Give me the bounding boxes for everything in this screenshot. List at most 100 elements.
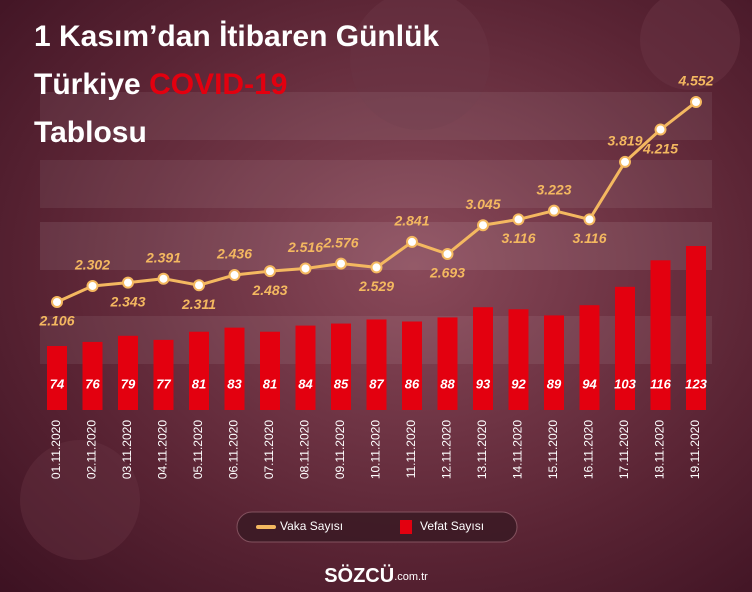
line-point <box>157 272 170 285</box>
bar <box>437 317 458 410</box>
brand-suffix: .com.tr <box>394 571 428 583</box>
line-point <box>512 213 525 226</box>
bar <box>118 335 138 410</box>
line-value-label: 2.343 <box>109 293 145 309</box>
line-point <box>122 276 134 289</box>
line-value-label: 2.302 <box>74 257 110 273</box>
bar <box>686 246 706 410</box>
bar-value-label: 86 <box>405 376 420 391</box>
chart-title: 1 Kasım’dan İtibaren Günlük <box>34 20 439 53</box>
x-tick-label: 01.11.2020 <box>49 420 63 479</box>
x-tick-label: 16.11.2020 <box>582 420 596 479</box>
line-value-label: 2.529 <box>358 278 394 294</box>
x-tick-label: 18.11.2020 <box>653 420 667 479</box>
line-point <box>228 269 241 282</box>
line-point <box>548 204 560 217</box>
legend-box <box>236 511 518 543</box>
title-part: Türkiye <box>34 68 141 101</box>
bar <box>473 307 493 410</box>
line-value-label: 2.841 <box>393 213 429 229</box>
line-point <box>654 123 667 136</box>
line-value-label: 2.436 <box>216 246 252 262</box>
virus-decoration <box>640 0 740 90</box>
line-point <box>335 257 347 270</box>
virus-decoration <box>20 440 140 560</box>
line-point <box>477 219 489 232</box>
x-tick-label: 17.11.2020 <box>617 420 631 479</box>
bar <box>544 315 564 410</box>
chart-title: Türkiye COVID-19 <box>34 68 287 101</box>
line-point <box>583 213 596 226</box>
line-point <box>51 296 63 308</box>
line-value-label: 4.215 <box>642 140 678 156</box>
line-value-label: 3.819 <box>607 133 642 149</box>
bar-value-label: 116 <box>650 376 671 391</box>
line-point <box>690 96 702 108</box>
line-point <box>406 235 418 248</box>
bar-value-label: 79 <box>121 376 136 391</box>
bar <box>402 321 422 410</box>
brand-name: SÖZCÜ <box>324 564 394 587</box>
bar <box>153 339 174 410</box>
x-tick-label: 10.11.2020 <box>369 420 383 479</box>
line-point <box>86 279 99 292</box>
title-highlight: COVID-19 <box>149 68 287 101</box>
bar-value-label: 77 <box>156 376 171 391</box>
band <box>40 92 712 140</box>
bar-value-label: 83 <box>227 376 242 391</box>
line-value-label: 3.223 <box>536 181 571 197</box>
x-tick-label: 07.11.2020 <box>262 420 276 479</box>
chart-title: Tablosu <box>34 116 147 149</box>
x-tick-label: 04.11.2020 <box>156 420 170 479</box>
line-point <box>264 265 276 278</box>
bar <box>650 260 671 410</box>
legend-label: Vefat Sayısı <box>420 519 484 533</box>
bar-value-label: 103 <box>614 376 636 391</box>
bar-value-label: 85 <box>334 376 349 391</box>
bar-value-label: 74 <box>50 376 65 391</box>
bar-value-label: 87 <box>369 376 384 391</box>
bar-value-label: 89 <box>547 376 562 391</box>
x-tick-label: 08.11.2020 <box>298 420 312 479</box>
bar <box>331 323 351 410</box>
x-tick-label: 13.11.2020 <box>475 420 489 479</box>
line-value-label: 2.693 <box>429 265 465 281</box>
line-point <box>441 248 454 261</box>
line-point <box>193 279 205 292</box>
x-tick-label: 02.11.2020 <box>85 420 99 479</box>
x-tick-label: 06.11.2020 <box>227 420 241 479</box>
x-tick-label: 15.11.2020 <box>546 420 560 479</box>
bar <box>295 325 316 410</box>
bar-value-label: 92 <box>511 376 526 391</box>
line-value-label: 3.116 <box>573 230 607 246</box>
bar <box>508 309 529 410</box>
line-point <box>299 262 312 275</box>
line-value-label: 2.483 <box>251 282 287 298</box>
bar <box>224 327 245 410</box>
virus-decoration <box>350 0 490 130</box>
bar-value-label: 88 <box>440 376 455 391</box>
bar <box>615 286 635 410</box>
bar-value-label: 76 <box>85 376 100 391</box>
x-tick-label: 11.11.2020 <box>404 420 418 479</box>
line-value-label: 2.576 <box>322 234 358 250</box>
bar <box>260 331 280 410</box>
line-value-label: 3.045 <box>465 196 500 212</box>
line-point <box>619 155 631 168</box>
line-value-label: 2.106 <box>38 313 74 329</box>
line-value-label: 3.116 <box>502 230 536 246</box>
line-value-label: 4.552 <box>677 73 713 89</box>
x-tick-label: 03.11.2020 <box>120 420 134 479</box>
x-tick-label: 12.11.2020 <box>440 420 454 479</box>
line-value-label: 2.391 <box>145 249 181 265</box>
bar-value-label: 94 <box>582 376 597 391</box>
line-point <box>370 261 383 274</box>
bar <box>82 341 103 410</box>
x-tick-label: 19.11.2020 <box>688 420 702 479</box>
line-value-label: 2.311 <box>181 296 216 312</box>
line-value-label: 2.516 <box>287 239 323 255</box>
bar-value-label: 81 <box>263 376 277 391</box>
bar <box>47 346 67 410</box>
bar-value-label: 123 <box>685 376 707 391</box>
